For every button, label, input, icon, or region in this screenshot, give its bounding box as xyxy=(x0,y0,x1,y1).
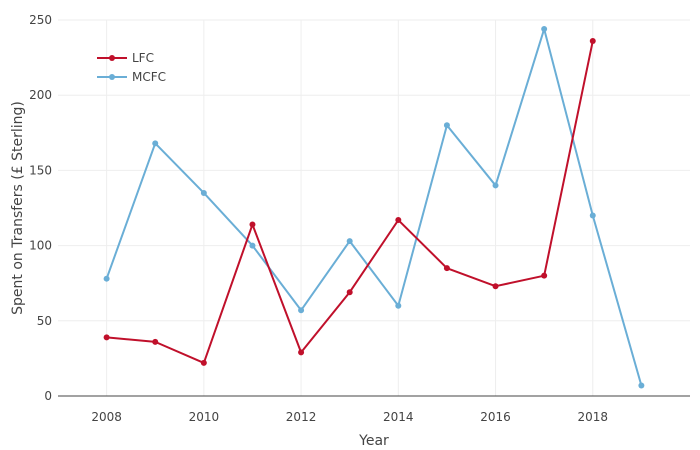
mcfc-point[interactable] xyxy=(492,182,499,189)
lfc-point[interactable] xyxy=(443,265,450,272)
mcfc-point[interactable] xyxy=(152,140,159,147)
y-tick-label: 150 xyxy=(29,163,52,177)
series-mcfc xyxy=(103,26,645,389)
mcfc-point[interactable] xyxy=(541,26,548,33)
lfc-point[interactable] xyxy=(492,283,499,290)
legend-label: LFC xyxy=(132,51,154,65)
mcfc-point[interactable] xyxy=(249,242,256,249)
legend-swatch-marker xyxy=(109,55,115,61)
mcfc-point[interactable] xyxy=(200,189,207,196)
mcfc-line xyxy=(105,28,643,386)
legend-label: MCFC xyxy=(132,70,166,84)
x-tick-label: 2008 xyxy=(91,410,122,424)
legend-item-mcfc[interactable]: MCFC xyxy=(97,70,166,84)
y-tick-label: 0 xyxy=(44,389,52,403)
x-tick-label: 2010 xyxy=(189,410,220,424)
axes: 0 50 100 150 200 250 2008 2010 2012 2014 2016 2018 xyxy=(29,13,690,424)
y-axis-title: Spent on Transfers (£ Sterling) xyxy=(10,101,26,315)
x-tick-label: 2014 xyxy=(383,410,414,424)
y-tick-label: 100 xyxy=(29,239,52,253)
lfc-point[interactable] xyxy=(249,221,256,228)
mcfc-point[interactable] xyxy=(103,275,110,282)
lfc-line xyxy=(106,40,594,364)
lfc-point[interactable] xyxy=(200,359,207,366)
lfc-point[interactable] xyxy=(298,349,305,356)
lfc-point[interactable] xyxy=(103,334,110,341)
y-tick-label: 250 xyxy=(29,13,52,27)
x-axis-title: Year xyxy=(358,433,389,449)
lfc-point[interactable] xyxy=(152,338,159,345)
x-tick-label: 2012 xyxy=(286,410,317,424)
mcfc-point[interactable] xyxy=(443,122,450,129)
mcfc-point[interactable] xyxy=(395,302,402,309)
mcfc-point[interactable] xyxy=(589,212,596,219)
series-lfc xyxy=(103,38,596,366)
lfc-point[interactable] xyxy=(589,38,596,45)
y-tick-label: 50 xyxy=(37,314,52,328)
mcfc-point[interactable] xyxy=(298,307,305,314)
legend-item-lfc[interactable]: LFC xyxy=(97,51,154,65)
mcfc-point[interactable] xyxy=(638,382,645,389)
lfc-point[interactable] xyxy=(346,289,353,296)
lfc-point[interactable] xyxy=(541,272,548,279)
x-tick-label: 2018 xyxy=(577,410,608,424)
mcfc-point[interactable] xyxy=(346,238,353,245)
grid xyxy=(58,19,690,396)
legend-swatch-marker xyxy=(109,74,115,80)
series-layer xyxy=(103,26,645,389)
lfc-point[interactable] xyxy=(395,217,402,224)
y-tick-label: 200 xyxy=(29,88,52,102)
legend: LFC MCFC xyxy=(97,51,166,84)
x-tick-label: 2016 xyxy=(480,410,511,424)
